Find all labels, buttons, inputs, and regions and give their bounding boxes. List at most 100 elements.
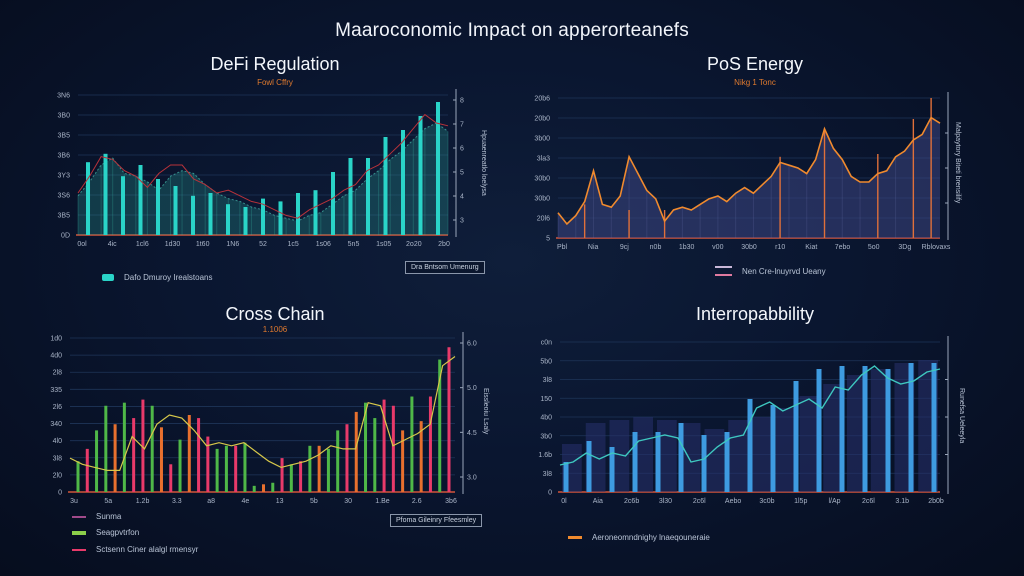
y-right-tick-label: 5: [460, 170, 464, 177]
bar: [122, 402, 126, 492]
bar: [224, 445, 228, 492]
bar: [178, 439, 182, 492]
legend-item: Sunma: [72, 512, 121, 521]
chart-plot: 0D 3B5 3S6 3Y3 3B6 3B5 3B0 3N6 3 4 5 6 7 8 0ol 4ic 1cl6 1…: [57, 89, 464, 248]
legend-swatch: [102, 274, 114, 281]
legend-box: Pfoma Gileinry Ffeesmley: [390, 514, 483, 527]
bar: [793, 381, 799, 492]
bar: [364, 402, 368, 492]
bar: [296, 193, 300, 235]
y-tick-label: 3S6: [58, 193, 71, 200]
chart-title: DeFi Regulation: [210, 54, 340, 74]
bar: [197, 418, 201, 492]
background-bar: [752, 417, 772, 492]
bar: [382, 399, 386, 492]
bar: [391, 405, 395, 492]
bar: [609, 447, 615, 492]
y-right-tick-label: 4.5: [467, 430, 477, 437]
x-tick-label: 1s06: [316, 241, 331, 248]
bar: [410, 396, 414, 492]
legend-item: Seagpvtrfon: [72, 528, 139, 537]
x-tick-label: 13: [276, 498, 284, 505]
background-bar: [680, 423, 701, 492]
x-tick-label: 30: [344, 498, 352, 505]
x-tick-label: 9cj: [620, 244, 629, 251]
y-tick-label: 3N6: [57, 93, 70, 100]
area-fill: [558, 117, 940, 238]
y-tick-label: 30b0: [534, 176, 550, 183]
x-tick-label: Rblovaxs: [922, 244, 951, 251]
bar: [289, 464, 293, 492]
bar: [206, 436, 210, 492]
x-tick-label: Kiat: [805, 244, 817, 251]
y-tick-label: 3B0: [58, 113, 71, 120]
x-tick-label: 2c6l: [862, 498, 875, 505]
chart-title: PoS Energy: [706, 54, 804, 74]
legend-label: Seagpvtrfon: [96, 528, 140, 537]
chart-subtitle: Nikg 1 Tonc: [734, 78, 776, 87]
bar: [104, 405, 108, 492]
legend-label: Sunma: [96, 512, 122, 521]
x-tick-label: 2c6l: [693, 498, 706, 505]
x-tick-label: 3u: [70, 498, 78, 505]
x-tick-label: 1s05: [376, 241, 391, 248]
x-tick-label: 1t60: [196, 241, 210, 248]
y-tick-label: 30b0: [534, 196, 550, 203]
bar: [76, 461, 80, 492]
bar: [401, 430, 405, 492]
bar: [262, 484, 265, 492]
bar: [885, 369, 891, 492]
bar: [280, 458, 284, 492]
y-tick-label: 2l8: [53, 370, 62, 377]
y-tick-label: 3B5: [58, 133, 71, 140]
legend-box: Dra Bntsom Umenurg: [405, 261, 485, 274]
y-tick-label: 2l6: [53, 404, 62, 411]
x-tick-label: 1cl6: [136, 241, 149, 248]
chart-title: Interropabbility: [695, 304, 815, 324]
bar: [169, 464, 173, 492]
bar: [419, 421, 423, 492]
y-tick-label: 340: [50, 421, 62, 428]
x-tick-label: Nia: [588, 244, 599, 251]
bar: [313, 190, 318, 235]
chart-panel-interoperability: Interropabbility 0 3l8 1.6b 3b0 4b0 150 3l8 5b0…: [520, 300, 990, 555]
background-bar: [823, 384, 843, 492]
x-tick-label: 1d30: [165, 241, 181, 248]
y-right-tick-label: 4: [460, 194, 464, 201]
y-axis-right-label: Hpuaenreatlo loelysa: [480, 130, 487, 196]
background-bar: [704, 429, 725, 492]
bar: [261, 198, 265, 235]
bar: [447, 347, 451, 492]
bar: [103, 153, 108, 235]
x-tick-label: Pbl: [557, 244, 568, 251]
bar: [159, 427, 163, 492]
y-tick-label: 1.6b: [538, 452, 552, 459]
bar: [839, 366, 845, 492]
x-tick-label: n0b: [650, 244, 662, 251]
bar: [317, 445, 321, 492]
background-bar: [657, 420, 677, 492]
y-tick-label: 3b00: [534, 136, 550, 143]
x-tick-label: Aebo: [725, 498, 741, 505]
bar: [156, 179, 160, 235]
legend-swatch: [72, 548, 86, 551]
bar: [243, 442, 247, 492]
bar: [278, 201, 283, 235]
series-line: [69, 356, 456, 471]
y-right-tick-label: 7: [460, 122, 464, 129]
y-right-tick-label: 3: [460, 218, 464, 225]
bar: [373, 418, 377, 492]
bar: [678, 423, 684, 492]
bar: [191, 195, 195, 235]
chart-title: Cross Chain: [225, 304, 325, 324]
x-tick-label: 4ic: [108, 241, 117, 248]
x-tick-label: 2o20: [406, 241, 422, 248]
chart-plot: 0 3l8 1.6b 3b0 4b0 150 3l8 5b0 c0n 0l Aia 2c6b 3l30 2…: [538, 336, 949, 505]
y-tick-label: 150: [540, 396, 552, 403]
chart-subtitle: Fowl Cffry: [257, 78, 293, 87]
bar: [85, 448, 89, 492]
bar: [113, 424, 117, 492]
x-tick-label: 30b0: [741, 244, 757, 251]
legend-label: Nen Cre-lnuyrvd Ueany: [742, 266, 826, 276]
bar: [862, 366, 868, 492]
